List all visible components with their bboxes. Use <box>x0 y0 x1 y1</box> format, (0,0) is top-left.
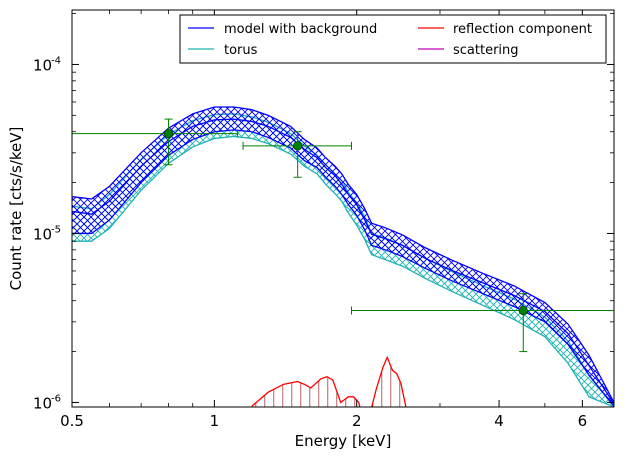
x-tick-label: 4 <box>494 412 504 430</box>
data-point-marker <box>163 128 174 139</box>
y-tick-label-exponent: -4 <box>51 55 61 66</box>
data-point-marker <box>518 305 528 316</box>
legend-label-model-with-background: model with background <box>224 22 377 37</box>
data-point-1 <box>72 118 239 166</box>
x-tick-label: 1 <box>210 412 220 430</box>
legend-label-torus: torus <box>224 43 258 58</box>
x-tick-label: 6 <box>578 412 588 430</box>
plot-frame <box>71 9 615 408</box>
y-tick-label-base: 10 <box>33 394 52 412</box>
reflection-component-line <box>251 355 407 407</box>
y-tick-label-exponent: -5 <box>51 224 61 235</box>
y-tick-label-base: 10 <box>33 225 52 243</box>
y-tick-label-base: 10 <box>33 56 52 74</box>
x-axis-label: Energy [keV] <box>295 432 392 450</box>
legend: model with background reflection compone… <box>179 14 607 64</box>
y-axis-label: Count rate [cts/s/keV] <box>7 127 25 291</box>
y-tick-label-exponent: -6 <box>51 393 61 404</box>
legend-label-scattering: scattering <box>453 43 519 58</box>
x-tick-label: 2 <box>352 412 362 430</box>
data-point-marker <box>293 141 303 151</box>
axes: 0.5 1 2 4 610-610-510-4 <box>33 10 615 430</box>
legend-label-reflection-component: reflection component <box>453 22 592 37</box>
plot-background <box>72 10 614 407</box>
legend-box <box>179 14 607 64</box>
data-point-3 <box>351 293 614 353</box>
x-tick-label: 0.5 <box>60 412 84 430</box>
data-point-2 <box>242 131 353 178</box>
plot-area <box>72 106 614 407</box>
